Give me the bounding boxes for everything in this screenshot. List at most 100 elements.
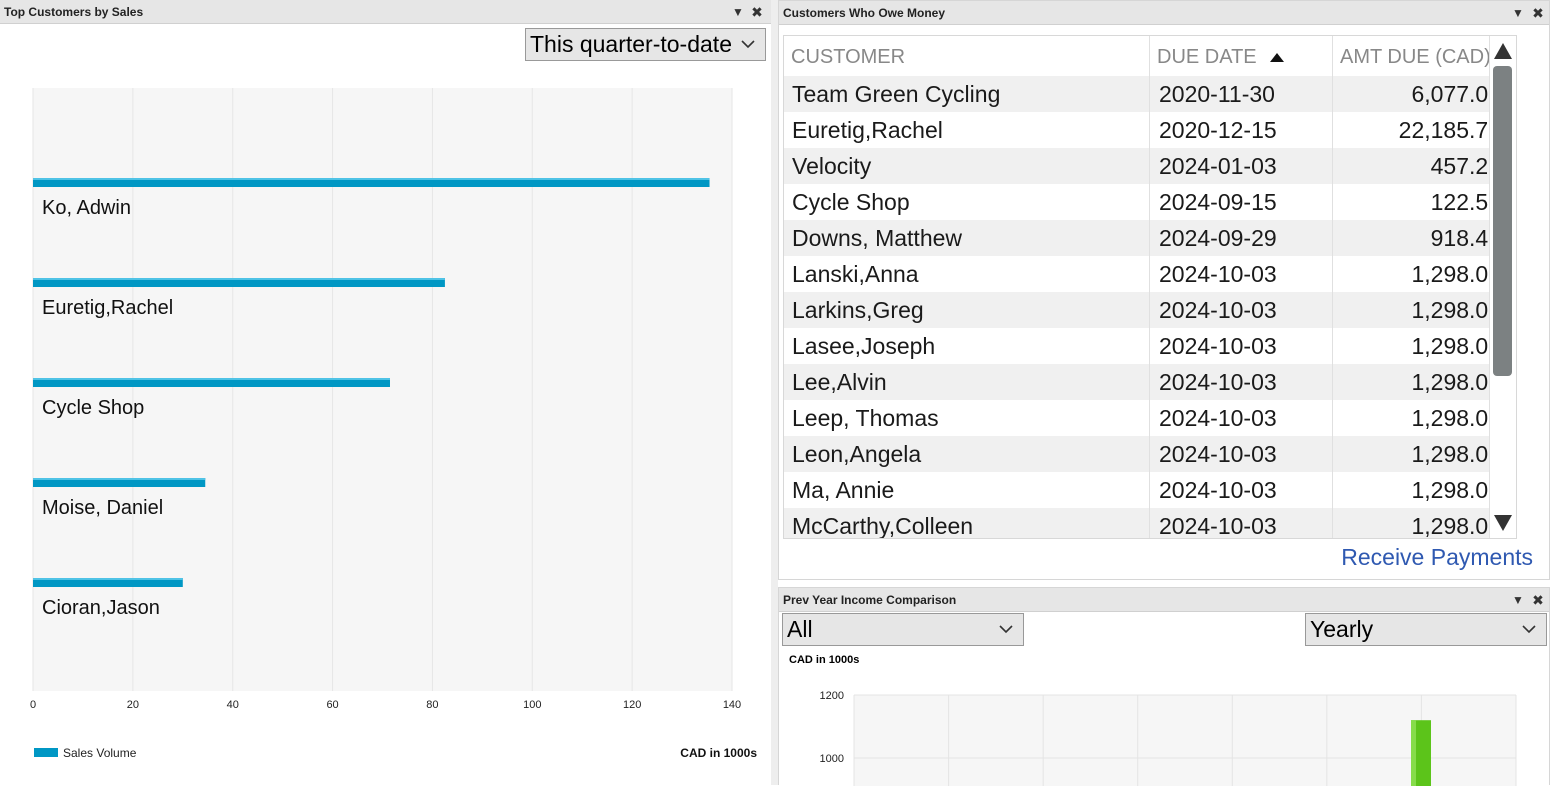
top-customers-panel: Top Customers by Sales ▼ ✖ This quarter-… bbox=[0, 0, 771, 785]
period-select-value: Yearly bbox=[1310, 616, 1374, 642]
cell-due-date: 2020-12-15 bbox=[1150, 112, 1333, 148]
income-panel: Prev Year Income Comparison ▼ ✖ All Year… bbox=[778, 587, 1550, 786]
panel-title: Prev Year Income Comparison bbox=[779, 588, 1549, 612]
cell-customer: Larkins,Greg bbox=[784, 292, 1150, 328]
scroll-up-icon[interactable] bbox=[1490, 38, 1516, 64]
units-label: CAD in 1000s bbox=[680, 746, 757, 760]
plot-area bbox=[33, 88, 732, 691]
x-tick-label: 80 bbox=[426, 699, 438, 711]
table-row[interactable]: Euretig,Rachel 2020-12-15 22,185.75 bbox=[784, 112, 1516, 148]
cell-customer: Team Green Cycling bbox=[784, 76, 1150, 112]
bar-label: Cioran,Jason bbox=[42, 597, 160, 619]
cell-amount-due: 22,185.75 bbox=[1333, 112, 1516, 148]
cell-due-date: 2024-10-03 bbox=[1150, 364, 1333, 400]
cell-amount-due: 1,298.00 bbox=[1333, 436, 1516, 472]
column-header-customer[interactable]: CUSTOMER bbox=[784, 36, 1150, 76]
chevron-down-icon bbox=[731, 29, 765, 60]
bar[interactable] bbox=[33, 178, 710, 187]
table-row[interactable]: Team Green Cycling 2020-11-30 6,077.00 bbox=[784, 76, 1516, 112]
minimize-icon[interactable]: ▼ bbox=[1512, 6, 1524, 20]
cell-due-date: 2024-10-03 bbox=[1150, 508, 1333, 538]
close-icon[interactable]: ✖ bbox=[1532, 5, 1544, 21]
cell-amount-due: 1,298.00 bbox=[1333, 400, 1516, 436]
legend-swatch bbox=[34, 748, 58, 757]
cell-due-date: 2024-10-03 bbox=[1150, 472, 1333, 508]
cell-due-date: 2024-10-03 bbox=[1150, 400, 1333, 436]
x-tick-label: 20 bbox=[127, 699, 139, 711]
cell-customer: McCarthy,Colleen bbox=[784, 508, 1150, 538]
cell-due-date: 2020-11-30 bbox=[1150, 76, 1333, 112]
period-select-value: This quarter-to-date bbox=[530, 31, 732, 57]
cell-customer: Velocity bbox=[784, 148, 1150, 184]
cell-due-date: 2024-01-03 bbox=[1150, 148, 1333, 184]
cell-amount-due: 1,298.00 bbox=[1333, 292, 1516, 328]
period-select[interactable]: Yearly bbox=[1305, 613, 1547, 646]
table-row[interactable]: Downs, Matthew 2024-09-29 918.48 bbox=[784, 220, 1516, 256]
income-chart: 1200 1000 bbox=[820, 690, 1517, 786]
cell-amount-due: 1,298.00 bbox=[1333, 472, 1516, 508]
owe-money-table: CUSTOMER DUE DATE AMT DUE (CAD) Team Gre… bbox=[783, 35, 1517, 539]
column-header-amt-due[interactable]: AMT DUE (CAD) bbox=[1340, 46, 1491, 68]
bar-highlight bbox=[33, 278, 445, 280]
y-tick-label: 1200 bbox=[820, 690, 844, 702]
bar-highlight bbox=[33, 378, 390, 380]
minimize-icon[interactable]: ▼ bbox=[732, 5, 744, 19]
table-row[interactable]: Leep, Thomas 2024-10-03 1,298.00 bbox=[784, 400, 1516, 436]
units-label: CAD in 1000s bbox=[789, 654, 860, 666]
bar-highlight bbox=[33, 478, 206, 480]
sort-ascending-icon bbox=[1270, 53, 1285, 62]
cell-due-date: 2024-10-03 bbox=[1150, 328, 1333, 364]
cell-customer: Downs, Matthew bbox=[784, 220, 1150, 256]
filter-select[interactable]: All bbox=[782, 613, 1024, 646]
scroll-down-icon[interactable] bbox=[1490, 510, 1516, 536]
bar[interactable] bbox=[33, 578, 183, 587]
bar-label: Moise, Daniel bbox=[42, 497, 163, 519]
x-tick-label: 100 bbox=[523, 699, 541, 711]
close-icon[interactable]: ✖ bbox=[1532, 592, 1544, 608]
minimize-icon[interactable]: ▼ bbox=[1512, 593, 1524, 607]
legend-label: Sales Volume bbox=[63, 746, 137, 760]
bar[interactable] bbox=[33, 278, 445, 287]
table-row[interactable]: Leon,Angela 2024-10-03 1,298.00 bbox=[784, 436, 1516, 472]
cell-customer: Leon,Angela bbox=[784, 436, 1150, 472]
cell-customer: Cycle Shop bbox=[784, 184, 1150, 220]
table-row[interactable]: Ma, Annie 2024-10-03 1,298.00 bbox=[784, 472, 1516, 508]
vertical-scrollbar[interactable] bbox=[1489, 36, 1516, 538]
cell-due-date: 2024-10-03 bbox=[1150, 292, 1333, 328]
scrollbar-thumb[interactable] bbox=[1493, 66, 1512, 376]
bar-highlight bbox=[33, 578, 183, 580]
plot-area bbox=[854, 695, 1516, 786]
table-row[interactable]: McCarthy,Colleen 2024-10-03 1,298.00 bbox=[784, 508, 1516, 538]
column-header-due-date[interactable]: DUE DATE bbox=[1150, 36, 1333, 76]
cell-due-date: 2024-09-29 bbox=[1150, 220, 1333, 256]
bar-label: Ko, Adwin bbox=[42, 197, 131, 219]
cell-customer: Ma, Annie bbox=[784, 472, 1150, 508]
cell-customer: Lasee,Joseph bbox=[784, 328, 1150, 364]
cell-due-date: 2024-10-03 bbox=[1150, 436, 1333, 472]
cell-amount-due: 6,077.00 bbox=[1333, 76, 1516, 112]
cell-customer: Lanski,Anna bbox=[784, 256, 1150, 292]
table-row[interactable]: Larkins,Greg 2024-10-03 1,298.00 bbox=[784, 292, 1516, 328]
y-tick-label: 1000 bbox=[820, 753, 844, 765]
cell-amount-due: 1,298.00 bbox=[1333, 364, 1516, 400]
panel-title: Top Customers by Sales bbox=[0, 0, 771, 24]
bar[interactable] bbox=[33, 478, 206, 487]
cell-customer: Leep, Thomas bbox=[784, 400, 1150, 436]
period-select[interactable]: This quarter-to-date bbox=[525, 28, 766, 61]
panel-divider[interactable] bbox=[771, 0, 778, 785]
x-tick-label: 120 bbox=[623, 699, 641, 711]
receive-payments-link[interactable]: Receive Payments bbox=[1341, 544, 1533, 570]
bar-label: Euretig,Rachel bbox=[42, 297, 173, 319]
cell-due-date: 2024-10-03 bbox=[1150, 256, 1333, 292]
sales-chart: 0 20 40 60 80 100 120 140 Ko, Adwin Euretig,Rache… bbox=[30, 88, 757, 760]
table-row[interactable]: Cycle Shop 2024-09-15 122.50 bbox=[784, 184, 1516, 220]
close-icon[interactable]: ✖ bbox=[751, 4, 763, 20]
bar[interactable] bbox=[33, 378, 390, 387]
bar-highlight bbox=[33, 178, 710, 180]
table-row[interactable]: Velocity 2024-01-03 457.25 bbox=[784, 148, 1516, 184]
owe-money-panel: Customers Who Owe Money ▼ ✖ CUSTOMER DUE… bbox=[778, 0, 1550, 580]
table-row[interactable]: Lee,Alvin 2024-10-03 1,298.00 bbox=[784, 364, 1516, 400]
x-tick-label: 40 bbox=[227, 699, 239, 711]
table-row[interactable]: Lasee,Joseph 2024-10-03 1,298.00 bbox=[784, 328, 1516, 364]
table-row[interactable]: Lanski,Anna 2024-10-03 1,298.00 bbox=[784, 256, 1516, 292]
